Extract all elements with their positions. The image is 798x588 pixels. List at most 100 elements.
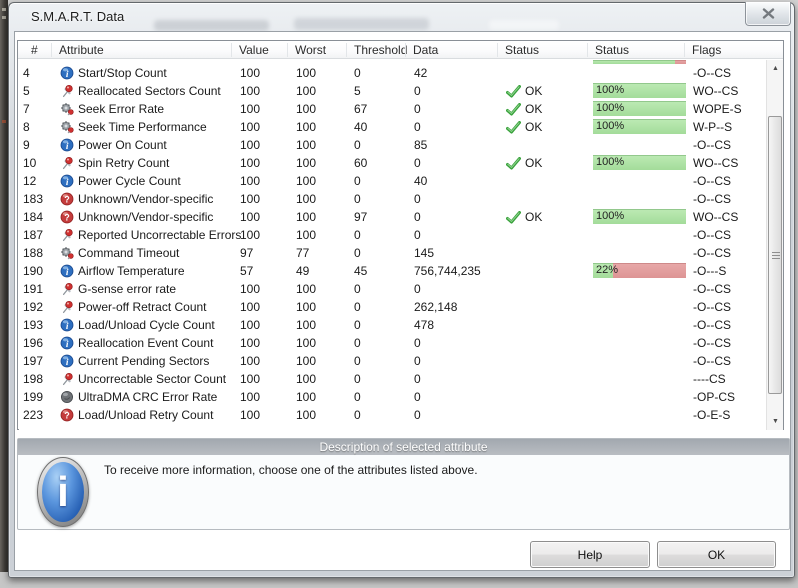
attribute-icon: i ? <box>60 120 74 134</box>
dialog-client-area: # Attribute Value Worst Threshold Data S… <box>14 31 791 571</box>
table-row[interactable]: 10 i ? <box>23 155 739 170</box>
table-row[interactable]: 223 i ? <box>23 408 731 422</box>
pushpin-icon <box>62 156 73 170</box>
svg-text:i: i <box>66 268 69 278</box>
attribute-icon: i ? <box>60 102 74 116</box>
status-ok: OK <box>506 210 542 224</box>
svg-text:?: ? <box>64 411 70 421</box>
question-icon: ? <box>60 210 74 224</box>
column-header-worst[interactable]: Worst <box>295 43 327 57</box>
titlebar-glass-reflection <box>294 18 429 30</box>
status-percent-label: 100% <box>596 120 625 132</box>
status-percent-bar: 22% <box>593 263 686 278</box>
table-row[interactable]: 5 i ? <box>23 83 739 98</box>
table-row[interactable]: 193 i ? <box>23 318 731 332</box>
attribute-icon: i ? <box>60 174 74 188</box>
question-icon: ? <box>60 192 74 206</box>
question-icon: ? <box>60 408 74 422</box>
attribute-icon: i ? <box>60 372 74 386</box>
partial-row-status-bar <box>593 60 686 64</box>
check-icon <box>506 102 521 115</box>
scroll-up-button[interactable]: ▲ <box>772 65 779 72</box>
column-header-number[interactable]: # <box>31 43 38 57</box>
table-rows-viewport: i ? <box>19 60 766 430</box>
status-percent-label: 100% <box>596 210 625 222</box>
help-button[interactable]: Help <box>530 541 650 568</box>
svg-text:?: ? <box>64 195 70 205</box>
gear-pin-icon <box>61 247 74 260</box>
column-header-value[interactable]: Value <box>239 43 269 57</box>
attribute-icon: i ? <box>60 264 74 278</box>
attribute-icon: i ? <box>60 318 74 332</box>
scroll-down-button[interactable]: ▼ <box>772 418 779 425</box>
status-ok: OK <box>506 84 542 98</box>
smart-data-dialog: S.M.A.R.T. Data # Attribute Value Worst … <box>8 2 795 578</box>
check-icon <box>506 84 521 97</box>
status-percent-bar: 100% <box>593 119 686 134</box>
info-icon: i <box>60 354 74 368</box>
status-percent-label: 100% <box>596 156 625 168</box>
description-panel: Description of selected attribute i To r… <box>17 438 790 530</box>
table-row[interactable]: 187 i ? <box>23 228 731 242</box>
table-row[interactable]: 197 i ? <box>23 354 731 368</box>
pushpin-icon <box>62 372 73 386</box>
column-header-threshold[interactable]: Threshold <box>354 43 408 57</box>
close-button[interactable] <box>745 2 791 26</box>
info-icon: i <box>37 457 89 527</box>
svg-text:i: i <box>66 178 69 188</box>
table-row[interactable]: 188 i ? <box>23 246 731 260</box>
table-row[interactable]: 4 i ? <box>23 66 731 80</box>
svg-text:i: i <box>66 358 69 368</box>
status-ok-label: OK <box>525 102 543 116</box>
titlebar-glass-reflection <box>489 20 559 30</box>
table-row[interactable]: 8 i ? <box>23 119 733 134</box>
column-header-flags[interactable]: Flags <box>692 43 722 57</box>
attribute-icon: i ? <box>60 246 74 260</box>
smart-attribute-table: # Attribute Value Worst Threshold Data S… <box>17 40 784 430</box>
column-header-status[interactable]: Status <box>505 43 540 57</box>
status-percent-label: 100% <box>596 102 625 114</box>
table-row[interactable]: 7 i ? <box>23 101 742 116</box>
check-icon <box>506 120 521 133</box>
scrollbar-thumb[interactable] <box>768 116 782 394</box>
status-ok-label: OK <box>525 84 543 98</box>
titlebar[interactable]: S.M.A.R.T. Data <box>9 2 794 31</box>
svg-text:?: ? <box>64 213 70 223</box>
attribute-icon: i ? <box>60 228 74 242</box>
attribute-icon: i ? <box>60 354 74 368</box>
info-icon: i <box>60 174 74 188</box>
table-row[interactable]: 190 i ? <box>23 263 727 278</box>
attribute-icon: i ? <box>60 156 74 170</box>
table-row[interactable]: 191 i ? <box>23 282 731 296</box>
vertical-scrollbar[interactable]: ▲ ▼ <box>766 60 783 430</box>
status-percent-bar: 100% <box>593 155 686 170</box>
ok-button[interactable]: OK <box>657 541 776 568</box>
table-row[interactable]: 9 i ? <box>23 138 731 152</box>
check-icon <box>506 210 521 223</box>
description-panel-title: Description of selected attribute <box>18 439 789 455</box>
pushpin-icon <box>62 282 73 296</box>
pushpin-icon <box>62 300 73 314</box>
table-row[interactable]: 198 i ? <box>23 372 726 386</box>
table-row[interactable]: 199 i ? <box>23 390 735 404</box>
table-header-row: # Attribute Value Worst Threshold Data S… <box>18 41 783 59</box>
gear-pin-icon <box>61 103 74 116</box>
svg-text:i: i <box>66 142 69 152</box>
attribute-icon: i ? <box>60 210 74 224</box>
status-percent-label: 100% <box>596 84 625 96</box>
column-header-data[interactable]: Data <box>413 43 439 57</box>
table-row[interactable]: 183 i ? <box>23 192 731 206</box>
table-row[interactable]: 184 i ? <box>23 209 739 224</box>
attribute-icon: i ? <box>60 282 74 296</box>
status-ok-label: OK <box>525 210 543 224</box>
column-header-attribute[interactable]: Attribute <box>59 43 104 57</box>
status-percent-bar: 100% <box>593 101 686 116</box>
attribute-icon: i ? <box>60 192 74 206</box>
table-row[interactable]: 192 i ? <box>23 300 731 314</box>
table-row[interactable]: 12 i ? <box>23 174 731 188</box>
attribute-icon: i ? <box>60 66 74 80</box>
column-header-status-bar[interactable]: Status <box>595 43 630 57</box>
attribute-icon: i ? <box>60 84 74 98</box>
table-row[interactable]: 196 i ? <box>23 336 731 350</box>
info-icon: i <box>60 336 74 350</box>
